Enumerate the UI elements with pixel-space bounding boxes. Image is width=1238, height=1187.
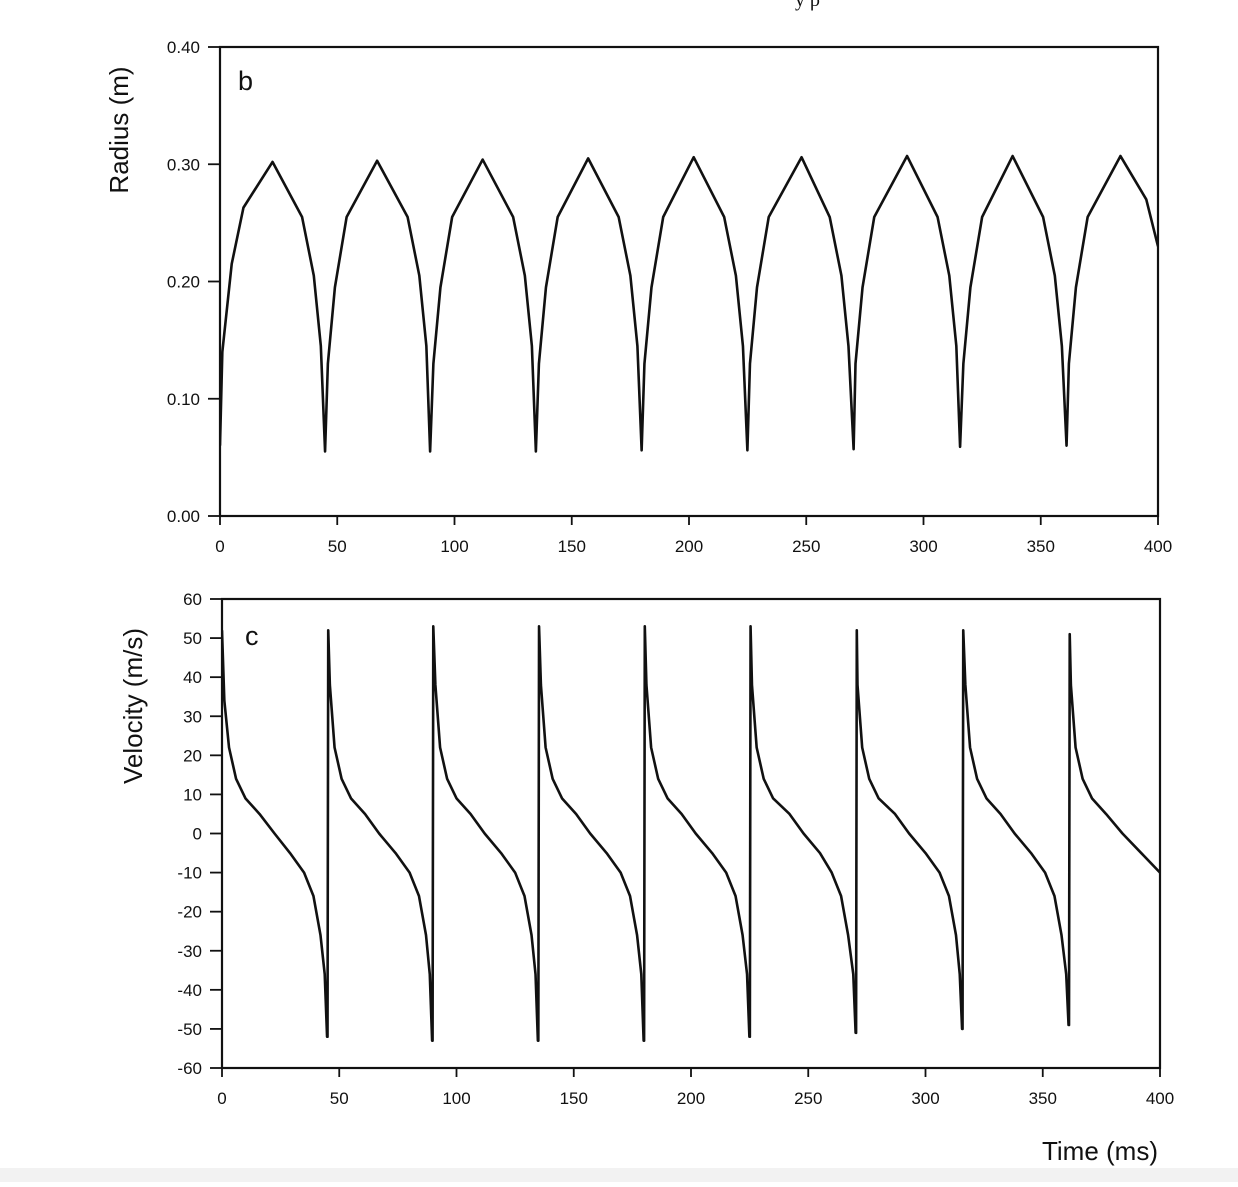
velocity-plot-frame [220,597,1162,1070]
radius-y-tick-label: 0.10 [167,390,200,409]
radius-x-tick-label: 50 [328,537,347,556]
radius-y-tick-label: 0.00 [167,507,200,526]
header-fragment: y ρ [795,0,820,11]
radius-x-tick-label: 350 [1027,537,1055,556]
radius-y-axis-title: Radius (m) [104,66,134,193]
velocity-y-tick-label: 60 [183,590,202,609]
velocity-x-tick-label: 300 [911,1089,939,1108]
radius-x-tick-label: 300 [909,537,937,556]
velocity-y-tick-label: 40 [183,668,202,687]
radius-x-tick-label: 250 [792,537,820,556]
velocity-panel: 0 50 100 150 200 250 300 350 400-60-50-40-30-20-… [118,590,1174,1166]
velocity-y-tick-label: -30 [177,942,202,961]
velocity-y-tick-label: 10 [183,785,202,804]
velocity-y-tick-label: -10 [177,864,202,883]
velocity-x-tick-label: 50 [330,1089,349,1108]
velocity-y-tick-label: 30 [183,707,202,726]
radius-y-tick-label: 0.20 [167,273,200,292]
radius-panel: 0 50 100 150 200 250 300 350 400 0.00 0.10 0.20 0.30… [104,38,1172,556]
bottom-strip [0,1168,1238,1182]
velocity-x-tick-label: 350 [1029,1089,1057,1108]
radius-x-tick-label: 100 [440,537,468,556]
radius-x-tick-label: 0 [215,537,224,556]
radius-series-line [220,154,1158,453]
radius-y-tick-label: 0.30 [167,155,200,174]
radius-plot-frame [218,45,1160,518]
velocity-y-axis-title: Velocity (m/s) [118,628,148,784]
velocity-x-tick-label: 200 [677,1089,705,1108]
radius-x-tick-label: 400 [1144,537,1172,556]
velocity-y-tick-label: 20 [183,746,202,765]
velocity-x-axis-title: Time (ms) [1042,1136,1158,1166]
velocity-x-tick-label: 250 [794,1089,822,1108]
velocity-y-tick-label: -40 [177,981,202,1000]
velocity-x-tick-label: 150 [560,1089,588,1108]
radius-x-tick-label: 200 [675,537,703,556]
velocity-x-tick-label: 400 [1146,1089,1174,1108]
radius-y-tick-label: 0.40 [167,38,200,57]
radius-panel-label: b [238,66,253,96]
velocity-y-tick-label: 50 [183,629,202,648]
radius-x-tick-label: 150 [558,537,586,556]
velocity-y-tick-label: -20 [177,903,202,922]
velocity-series-line [222,625,1160,1042]
velocity-y-tick-label: -60 [177,1059,202,1078]
velocity-y-tick-label: -50 [177,1020,202,1039]
velocity-y-tick-label: 0 [193,825,202,844]
velocity-panel-label: c [245,621,259,651]
velocity-x-tick-label: 100 [442,1089,470,1108]
velocity-x-tick-label: 0 [217,1089,226,1108]
